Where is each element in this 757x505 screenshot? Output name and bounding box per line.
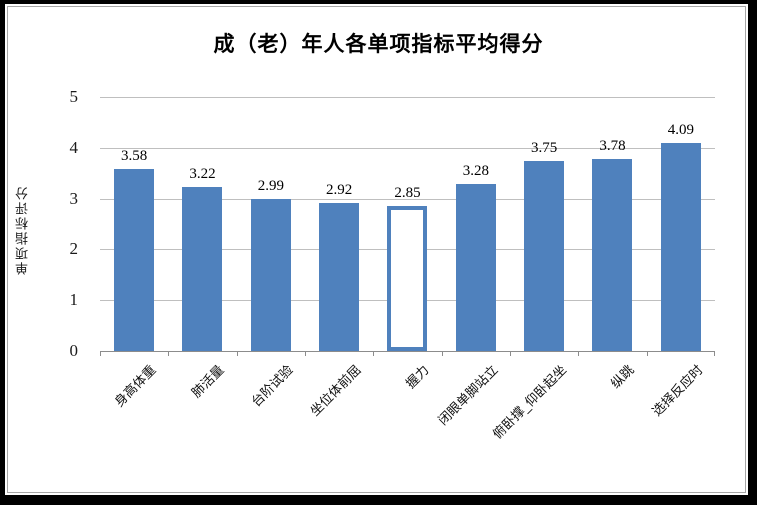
bar-肺活量[interactable] xyxy=(182,187,223,351)
bar-column-0: 3.58 xyxy=(100,97,168,351)
x-axis-label-cell: 选择反应时 xyxy=(647,360,715,420)
bar-column-4: 2.85 xyxy=(373,97,441,351)
x-axis-tick xyxy=(236,351,238,356)
bar-value-label: 4.09 xyxy=(667,122,694,139)
bar-身高体重[interactable] xyxy=(114,169,155,351)
x-axis-tick xyxy=(578,351,580,356)
gridline-5 xyxy=(100,97,715,98)
x-axis-label-cell: 握力 xyxy=(373,360,441,392)
bar-俯卧撑_仰卧起坐[interactable] xyxy=(524,160,565,351)
bar-column-8: 4.09 xyxy=(647,97,715,351)
y-axis-title: 单项指标评分 xyxy=(16,185,31,275)
x-axis-tick xyxy=(714,351,715,356)
bar-value-label: 2.85 xyxy=(394,185,421,202)
x-axis-label-cell: 身高体重 xyxy=(100,360,168,410)
bar-纵跳[interactable] xyxy=(592,158,633,351)
y-axis-tick-label-0: 0 xyxy=(69,341,79,360)
chart-title: 成（老）年人各单项指标平均得分 xyxy=(213,32,544,56)
y-axis-tick-label-5: 5 xyxy=(69,87,79,106)
plot-area: 3.58 3.22 2.99 2.92 2.85 3.28 3.75 3.78 4.09 xyxy=(100,97,715,356)
bar-value-label: 3.22 xyxy=(189,166,216,183)
x-axis-tick xyxy=(510,351,511,356)
x-axis-label-cell: 台阶试验 xyxy=(237,360,305,410)
x-axis-tick xyxy=(646,351,648,356)
bar-选择反应时[interactable] xyxy=(660,143,701,351)
bar-闭眼单脚站立[interactable] xyxy=(455,184,496,351)
bar-value-label: 2.92 xyxy=(326,181,353,198)
bar-value-label: 2.99 xyxy=(257,178,284,195)
bar-column-5: 3.28 xyxy=(442,97,510,351)
y-axis-tick-label-2: 2 xyxy=(69,239,79,259)
x-axis-tick xyxy=(305,351,306,356)
x-axis-label-cell: 纵跳 xyxy=(578,360,646,392)
bar-坐位体前屈[interactable] xyxy=(319,202,360,351)
bar-column-6: 3.75 xyxy=(510,97,578,351)
x-axis-tick xyxy=(441,351,443,356)
bar-value-label: 3.28 xyxy=(462,163,489,180)
bar-column-7: 3.78 xyxy=(578,97,646,351)
bar-column-1: 3.22 xyxy=(168,97,236,351)
bar-value-label: 3.75 xyxy=(531,139,558,156)
x-axis-label-cell: 闭眼单脚站立 xyxy=(435,360,510,429)
x-axis-tick xyxy=(373,351,375,356)
bar-highlighted-握力[interactable] xyxy=(387,206,428,351)
y-axis-tick-label-4: 4 xyxy=(69,137,79,157)
x-axis-label-cell: 坐位体前屈 xyxy=(305,360,373,420)
x-axis-tick xyxy=(168,351,170,356)
y-axis-tick-label-1: 1 xyxy=(69,290,79,310)
y-axis-tick-label-3: 3 xyxy=(69,188,79,208)
x-axis-label-cell: 俯卧撑_仰卧起坐 xyxy=(490,360,578,443)
gridline-3 xyxy=(100,198,715,200)
bar-台阶试验[interactable] xyxy=(250,199,291,351)
gridline-4 xyxy=(100,147,715,149)
x-axis-label-cell: 肺活量 xyxy=(168,360,236,401)
bar-value-label: 3.58 xyxy=(121,148,148,165)
bar-column-2: 2.99 xyxy=(237,97,305,351)
x-axis-tick xyxy=(100,351,101,356)
bar-column-3: 2.92 xyxy=(305,97,373,351)
bar-value-label: 3.78 xyxy=(599,137,626,154)
